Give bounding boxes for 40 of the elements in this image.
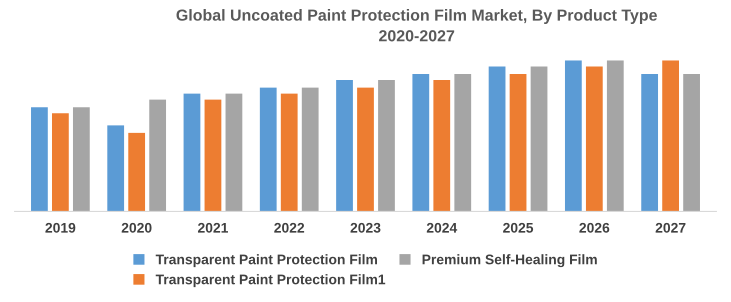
- bar: [128, 132, 146, 212]
- bar: [378, 80, 395, 212]
- bar: [184, 94, 200, 212]
- bar: [31, 107, 48, 212]
- bar: [454, 74, 472, 212]
- bar: [412, 74, 430, 212]
- x-tick-label: 2025: [503, 222, 534, 233]
- x-tick-label: 2027: [656, 222, 686, 233]
- bar: [280, 94, 298, 212]
- bar: [336, 80, 353, 212]
- x-tick-label: 2020: [122, 222, 152, 233]
- bar: [683, 74, 700, 212]
- x-tick-label: 2024: [426, 222, 458, 233]
- x-tick-label: 2022: [274, 222, 304, 233]
- bar: [606, 60, 624, 212]
- bar: [149, 100, 166, 212]
- legend-label: Transparent Paint Protection Film: [156, 254, 377, 268]
- bar: [488, 66, 506, 212]
- bar: [564, 60, 582, 212]
- bar: [357, 88, 374, 212]
- bar: [586, 66, 603, 212]
- x-tick-label: 2026: [579, 222, 610, 233]
- bar: [530, 66, 548, 212]
- x-tick-label: 2021: [198, 222, 228, 233]
- bar: [204, 100, 222, 212]
- x-tick-label: 2019: [45, 222, 76, 233]
- legend-label: Transparent Paint Protection Film1: [156, 274, 386, 288]
- bar: [510, 74, 526, 212]
- bar: [52, 113, 69, 212]
- legend-label: Premium Self-Healing Film: [422, 254, 597, 268]
- bar: [72, 107, 90, 212]
- bar: [302, 88, 319, 212]
- bar: [107, 125, 124, 212]
- bar: [260, 88, 277, 212]
- bar: [226, 94, 242, 212]
- bar: [641, 74, 658, 212]
- bar: [662, 60, 680, 212]
- bar: [433, 80, 450, 212]
- chart-title: Global Uncoated Paint Protection Film Market, By Product Type 2020-2027: [176, 9, 657, 42]
- x-tick-label: 2023: [350, 222, 380, 233]
